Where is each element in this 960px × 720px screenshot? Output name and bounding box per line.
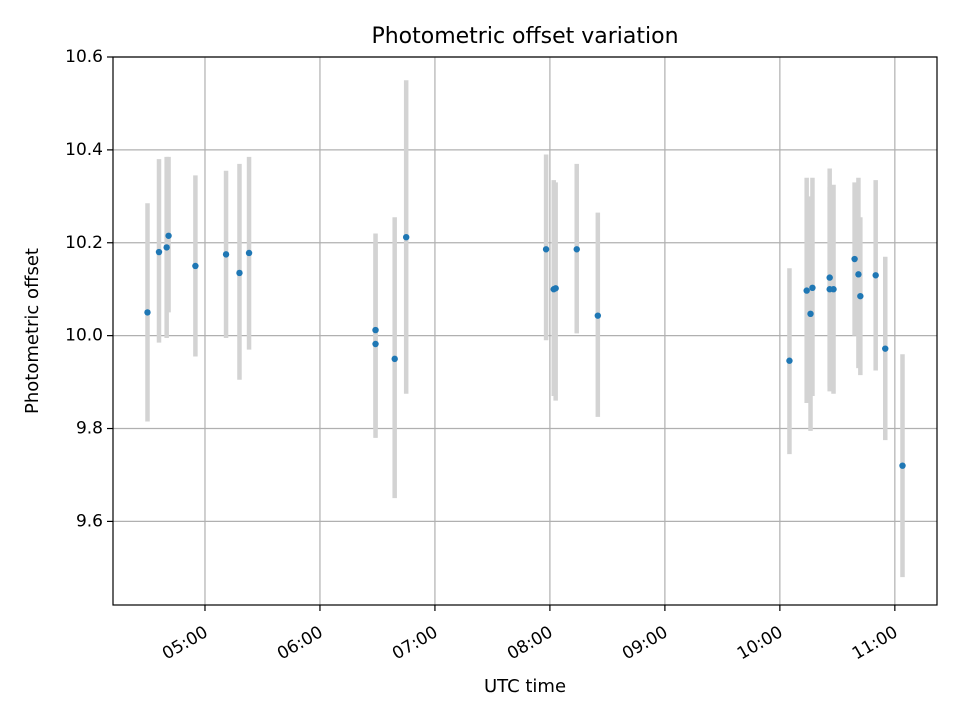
data-point	[552, 285, 559, 292]
y-tick-label: 10.0	[65, 326, 103, 346]
data-point	[826, 274, 833, 281]
data-point	[809, 284, 816, 292]
x-axis-label: UTC time	[484, 676, 566, 697]
data-point	[391, 355, 398, 363]
data-point	[594, 312, 602, 319]
plot-frame	[112, 56, 938, 606]
y-axis-label: Photometric offset	[22, 248, 43, 414]
data-points	[144, 232, 906, 469]
data-point	[882, 345, 889, 352]
data-point	[163, 244, 170, 251]
data-point	[851, 255, 858, 263]
data-point	[245, 249, 253, 257]
y-tick-label: 9.8	[76, 419, 103, 439]
chart-title: Photometric offset variation	[371, 24, 678, 49]
data-point	[803, 287, 810, 294]
data-point	[165, 232, 172, 239]
data-point	[830, 286, 837, 293]
y-axis-ticks: 9.6 9.8 10.0 10.2 10.4 10.6	[65, 47, 113, 531]
data-point	[899, 462, 906, 469]
data-point	[872, 272, 879, 279]
data-point	[372, 326, 379, 334]
data-point	[236, 269, 243, 277]
y-tick-label: 10.2	[65, 233, 103, 253]
data-point	[192, 262, 199, 270]
y-tick-label: 10.4	[65, 140, 103, 160]
data-point	[542, 246, 550, 253]
data-point	[573, 246, 580, 253]
data-point	[372, 340, 379, 348]
data-point	[402, 233, 410, 241]
data-point	[786, 357, 793, 364]
data-point	[222, 251, 230, 258]
y-tick-label: 10.6	[65, 47, 103, 67]
data-point	[807, 310, 814, 318]
data-point	[144, 309, 151, 316]
data-point	[155, 248, 163, 256]
y-tick-label: 9.6	[76, 511, 103, 531]
data-point	[855, 271, 862, 278]
data-point	[857, 292, 864, 300]
